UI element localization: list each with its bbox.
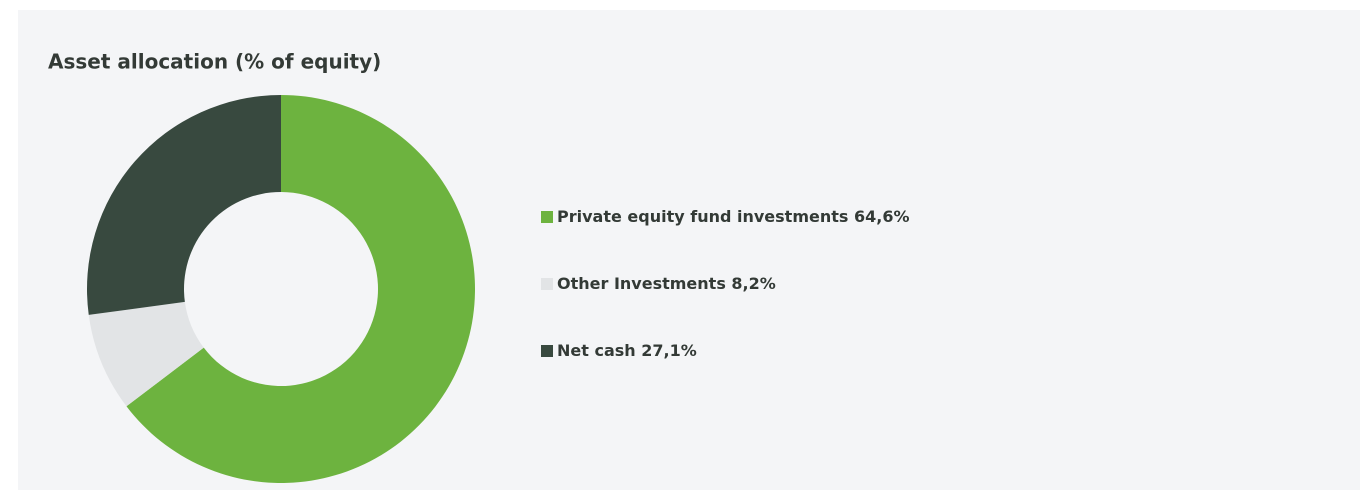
- legend-entry: Other Investments 8,2%: [557, 274, 776, 293]
- donut-slice: [88, 301, 204, 407]
- legend-swatch: [541, 278, 553, 290]
- donut-slice: [87, 95, 281, 315]
- donut-slice: [126, 95, 476, 484]
- legend-name: Net cash: [557, 341, 636, 360]
- legend-value: 8,2%: [731, 274, 775, 293]
- legend-swatch: [541, 345, 553, 357]
- legend-entry: Net cash 27,1%: [557, 341, 697, 360]
- legend-swatch: [541, 211, 553, 223]
- legend-entry: Private equity fund investments 64,6%: [557, 207, 910, 226]
- legend-value: 27,1%: [641, 341, 697, 360]
- legend-name: Other Investments: [557, 274, 726, 293]
- legend-name: Private equity fund investments: [557, 207, 848, 226]
- legend-value: 64,6%: [854, 207, 910, 226]
- chart-title: Asset allocation (% of equity): [48, 50, 381, 74]
